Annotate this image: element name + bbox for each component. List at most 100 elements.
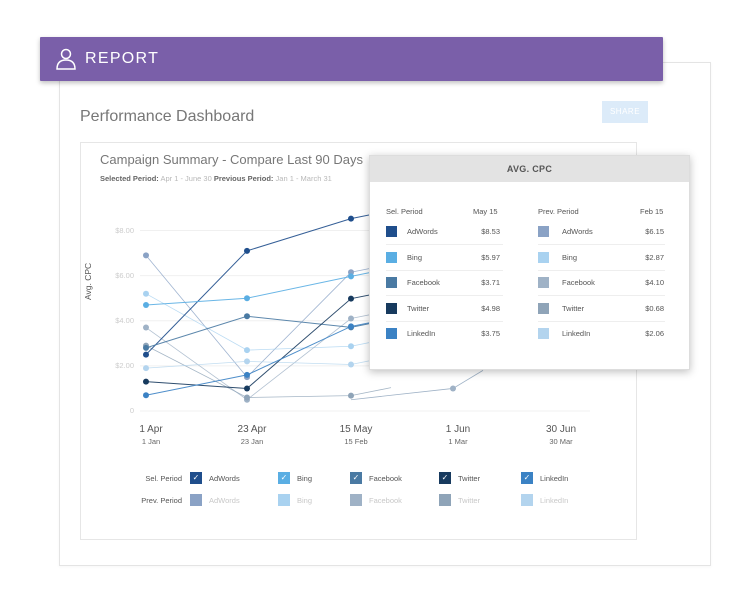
data-point-previous-bing[interactable]: [143, 290, 149, 297]
y-tick-label: $6.00: [115, 270, 134, 280]
previous-period-value: Jan 1 - March 31: [275, 174, 332, 183]
legend-checkbox[interactable]: ✓: [190, 472, 202, 484]
y-tick-label: $4.00: [115, 315, 134, 325]
legend-item-label: Bing: [297, 495, 313, 505]
legend-checkbox[interactable]: ✓: [439, 472, 451, 484]
tooltip-prev-name: LinkedIn: [562, 329, 591, 338]
tooltip-separator: [538, 269, 665, 271]
legend-item-label: LinkedIn: [540, 473, 569, 483]
person-icon: [56, 48, 76, 70]
tooltip-sel-value: $4.98: [481, 303, 500, 313]
x-tick-sub: 30 Mar: [549, 437, 573, 446]
legend-checkbox[interactable]: ✓: [350, 472, 362, 484]
legend-sel-bing[interactable]: ✓ Bing: [278, 472, 312, 484]
data-point-previous-extra[interactable]: [450, 385, 456, 392]
legend-checkbox[interactable]: ✓: [278, 472, 290, 484]
data-point-selected-linkedin[interactable]: [143, 392, 149, 399]
tooltip-sel-swatch: [386, 328, 397, 339]
prev-period-legend-label: Prev. Period: [141, 496, 182, 505]
data-point-selected-adwords[interactable]: [143, 351, 149, 358]
tooltip-title: AVG. CPC: [370, 156, 689, 182]
data-point-previous-linkedin[interactable]: [348, 361, 354, 368]
share-button[interactable]: SHARE: [602, 101, 648, 123]
tooltip-separator: [386, 244, 503, 245]
x-tick-main: 1 Apr: [139, 424, 163, 435]
x-tick-main: 30 Jun: [545, 424, 577, 435]
legend-prev-linkedin[interactable]: LinkedIn: [521, 494, 568, 506]
data-point-selected-bing[interactable]: [244, 295, 250, 302]
legend-swatch[interactable]: [439, 494, 451, 506]
data-point-previous-twitter[interactable]: [244, 394, 250, 401]
tooltip-prev-swatch: [538, 226, 549, 237]
legend-checkbox[interactable]: ✓: [521, 472, 533, 484]
data-point-previous-facebook[interactable]: [143, 324, 149, 331]
legend-swatch[interactable]: [350, 494, 362, 506]
data-point-selected-linkedin[interactable]: [348, 323, 354, 330]
x-tick-label: 15 May 15 Feb: [326, 424, 386, 446]
x-tick-label: 1 Apr 1 Jan: [121, 424, 181, 446]
legend-prev-adwords[interactable]: AdWords: [190, 494, 240, 506]
tooltip-sel-swatch: [386, 226, 397, 237]
legend-sel-facebook[interactable]: ✓ Facebook: [350, 472, 402, 484]
legend-item-label: Facebook: [369, 495, 402, 505]
x-tick-sub: 1 Jan: [141, 437, 161, 446]
tooltip-prev-date: Feb 15: [640, 207, 664, 216]
tooltip-sel-swatch: [386, 302, 397, 314]
tooltip-separator: [538, 320, 665, 322]
selected-period-value: Apr 1 - June 30: [160, 174, 212, 183]
data-point-previous-twitter[interactable]: [348, 392, 354, 399]
data-point-selected-facebook[interactable]: [143, 344, 149, 351]
y-tick-label: 0: [129, 406, 134, 415]
x-tick-sub: 1 Mar: [448, 437, 468, 446]
tooltip-prev-swatch: [538, 302, 549, 314]
x-tick-sub: 23 Jan: [240, 437, 264, 446]
tooltip-prev-value: $4.10: [645, 278, 664, 287]
tooltip-prev-swatch: [538, 251, 549, 263]
x-tick-sub: 15 Feb: [344, 437, 368, 446]
tooltip-prev-name: AdWords: [562, 227, 593, 236]
series-line-previous-twitter: [145, 345, 392, 398]
tooltip-prev-name: Facebook: [562, 278, 595, 287]
data-point-selected-bing[interactable]: [143, 301, 149, 308]
tooltip-sel-value: $3.75: [481, 329, 500, 338]
tooltip-sel-name: Facebook: [407, 278, 440, 287]
tooltip-sel-swatch: [386, 277, 397, 288]
data-point-previous-linkedin[interactable]: [244, 358, 250, 365]
legend-item-label: Twitter: [458, 473, 481, 483]
tooltip-sel-value: $3.71: [481, 278, 500, 287]
legend-swatch[interactable]: [278, 494, 290, 506]
legend-swatch[interactable]: [190, 494, 202, 506]
tooltip-sel-name: Twitter: [407, 303, 430, 313]
tooltip-separator: [386, 320, 503, 322]
data-point-selected-adwords[interactable]: [348, 215, 354, 222]
data-point-selected-twitter[interactable]: [244, 385, 250, 392]
legend-sel-twitter[interactable]: ✓ Twitter: [439, 472, 480, 484]
tooltip-separator: [386, 269, 503, 271]
data-point-selected-bing[interactable]: [348, 273, 354, 280]
data-point-previous-adwords[interactable]: [143, 252, 149, 259]
legend-sel-linkedin[interactable]: ✓ LinkedIn: [521, 472, 568, 484]
tooltip-prev-swatch: [538, 328, 549, 339]
data-point-previous-linkedin[interactable]: [143, 365, 149, 372]
tooltip-separator: [538, 244, 665, 245]
data-point-selected-twitter[interactable]: [143, 378, 149, 385]
legend-prev-twitter[interactable]: Twitter: [439, 494, 480, 506]
previous-period-label: Previous Period:: [213, 174, 274, 183]
data-point-selected-adwords[interactable]: [244, 247, 250, 254]
data-point-selected-linkedin[interactable]: [244, 371, 250, 378]
x-tick-label: 23 Apr 23 Jan: [222, 424, 282, 446]
legend-item-label: LinkedIn: [540, 495, 569, 505]
campaign-summary-title: Campaign Summary - Compare Last 90 Days: [100, 152, 363, 167]
data-point-previous-facebook[interactable]: [348, 315, 354, 322]
series-line-previous-linkedin: [145, 356, 392, 369]
legend-prev-bing[interactable]: Bing: [278, 494, 312, 506]
tooltip-prev-value: $2.87: [645, 252, 664, 262]
data-point-selected-facebook[interactable]: [244, 313, 250, 320]
data-point-previous-bing[interactable]: [244, 347, 250, 354]
data-point-selected-twitter[interactable]: [348, 295, 354, 302]
data-point-previous-bing[interactable]: [348, 343, 354, 350]
tooltip-sel-date: May 15: [473, 207, 498, 216]
legend-prev-facebook[interactable]: Facebook: [350, 494, 402, 506]
legend-swatch[interactable]: [521, 494, 533, 506]
legend-sel-adwords[interactable]: ✓ AdWords: [190, 472, 240, 484]
